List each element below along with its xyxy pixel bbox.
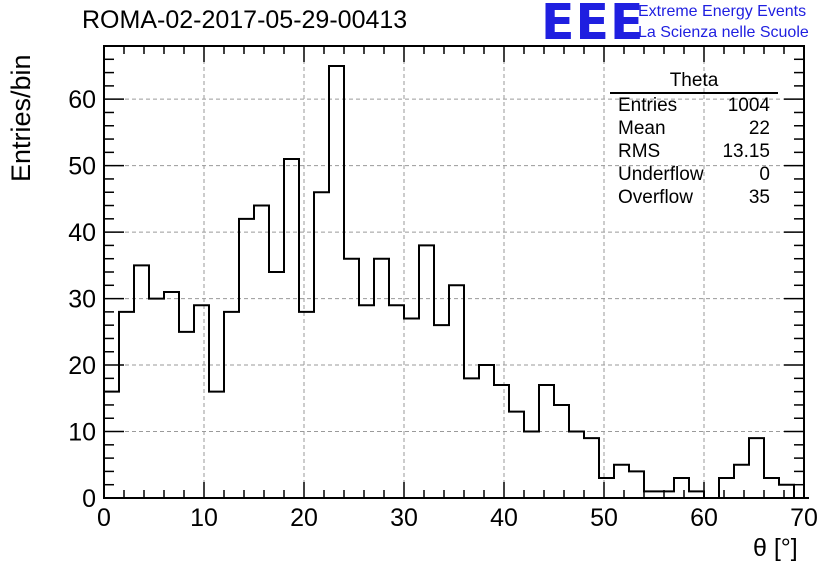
logo-line-2: La Scienza nelle Scuole bbox=[638, 24, 809, 41]
stats-label: Entries bbox=[618, 95, 678, 116]
stats-value: 35 bbox=[748, 187, 770, 208]
x-tick-labels: 0 10 20 30 40 50 60 70 bbox=[97, 504, 818, 532]
stats-label: Mean bbox=[618, 118, 666, 139]
x-axis-label: θ [°] bbox=[753, 534, 798, 562]
stats-row-mean: Mean 22 bbox=[610, 117, 778, 140]
stats-value: 13.15 bbox=[722, 141, 770, 162]
stats-value: 1004 bbox=[727, 95, 770, 116]
axis-ticks bbox=[103, 45, 805, 499]
x-tick-label: 20 bbox=[290, 504, 318, 532]
stats-box: Theta Entries 1004 Mean 22 RMS 13.15 Und… bbox=[610, 70, 778, 209]
x-tick-label: 0 bbox=[97, 504, 111, 532]
y-tick-label: 40 bbox=[68, 219, 96, 247]
x-tick-label: 50 bbox=[590, 504, 618, 532]
y-tick-label: 10 bbox=[68, 419, 96, 447]
stats-row-entries: Entries 1004 bbox=[610, 94, 778, 117]
stats-label: RMS bbox=[618, 141, 661, 162]
x-tick-label: 60 bbox=[690, 504, 718, 532]
x-tick-label: 30 bbox=[390, 504, 418, 532]
y-tick-label: 20 bbox=[68, 352, 96, 380]
stats-label: Underflow bbox=[618, 164, 704, 185]
logo-line-1: Extreme Energy Events bbox=[638, 3, 807, 20]
y-tick-label: 60 bbox=[68, 86, 96, 114]
histogram-outline bbox=[103, 64, 809, 499]
y-tick-label: 0 bbox=[82, 485, 96, 513]
stats-value: 0 bbox=[759, 164, 770, 185]
run-title: ROMA-02-2017-05-29-00413 bbox=[82, 6, 408, 34]
stats-row-underflow: Underflow 0 bbox=[610, 163, 778, 186]
stats-label: Overflow bbox=[618, 187, 693, 208]
y-tick-labels: 0 10 20 30 40 50 60 bbox=[68, 86, 96, 513]
y-tick-label: 50 bbox=[68, 153, 96, 181]
stats-value: 22 bbox=[748, 118, 770, 139]
x-tick-label: 10 bbox=[190, 504, 218, 532]
y-tick-label: 30 bbox=[68, 286, 96, 314]
y-axis-label: Entries/bin bbox=[6, 54, 36, 182]
x-tick-label: 40 bbox=[490, 504, 518, 532]
x-tick-label: 70 bbox=[790, 504, 818, 532]
stats-row-overflow: Overflow 35 bbox=[610, 186, 778, 209]
stats-title: Theta bbox=[610, 70, 778, 94]
grid-lines bbox=[104, 46, 804, 498]
stats-row-rms: RMS 13.15 bbox=[610, 140, 778, 163]
eee-logo: EEE bbox=[541, 0, 645, 51]
